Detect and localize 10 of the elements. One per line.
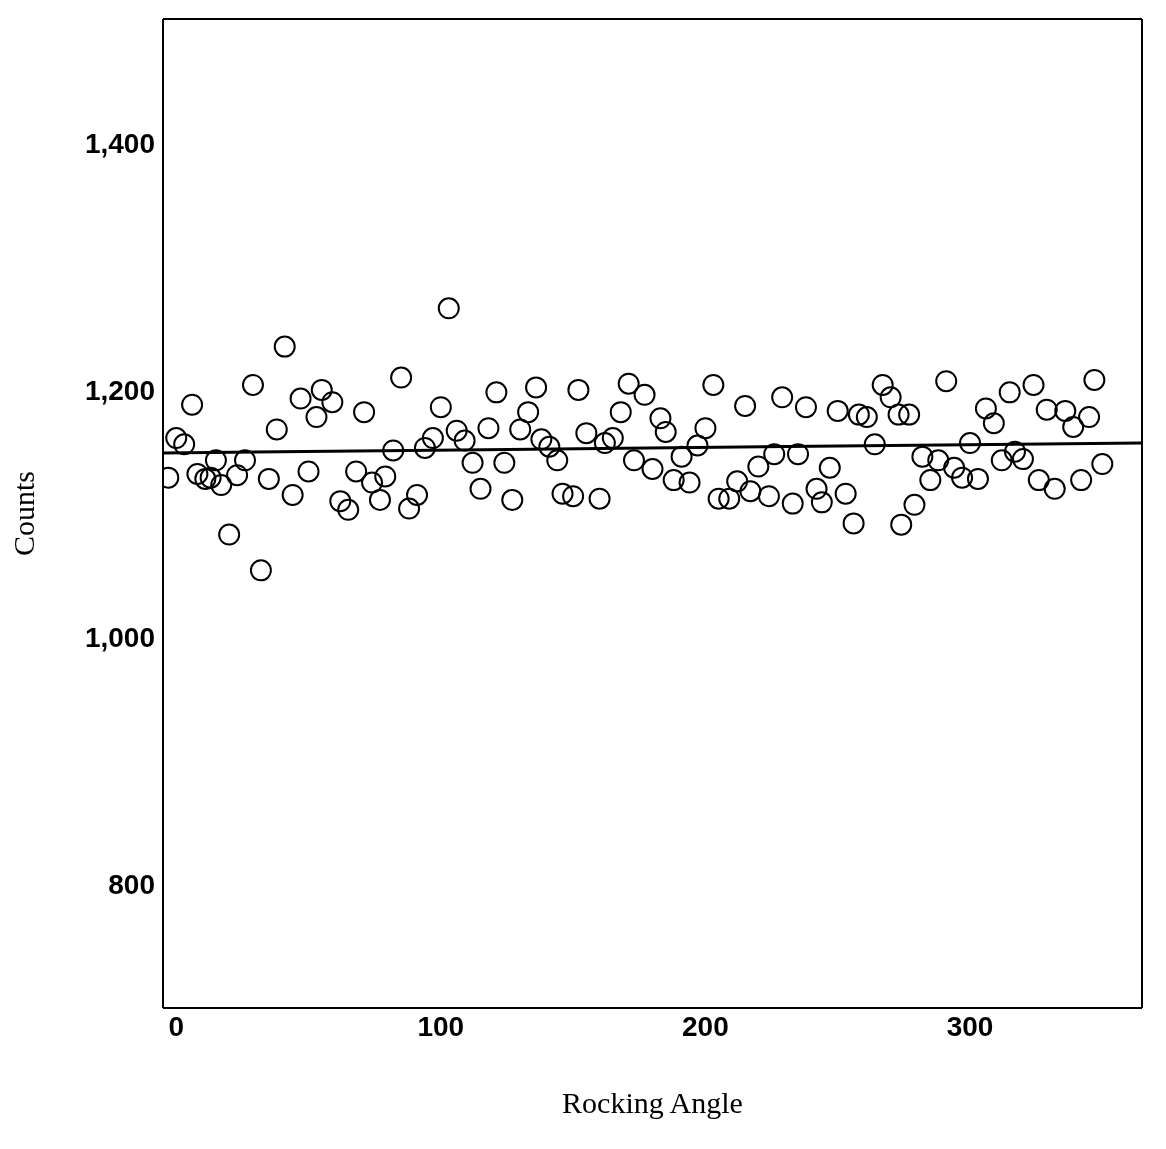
y-tick-label: 1,400 xyxy=(84,127,155,159)
x-tick-label: 200 xyxy=(682,1010,729,1042)
y-tick-label: 1,200 xyxy=(84,374,155,406)
x-tick-label: 300 xyxy=(946,1010,994,1042)
y-tick-label: 1,000 xyxy=(84,622,155,654)
x-axis-title: Rocking Angle xyxy=(562,1086,743,1119)
x-tick-label: 100 xyxy=(417,1010,465,1042)
x-tick-label: 0 xyxy=(168,1010,185,1042)
y-tick-label: 800 xyxy=(108,869,155,901)
y-axis-title: Counts xyxy=(6,470,40,557)
